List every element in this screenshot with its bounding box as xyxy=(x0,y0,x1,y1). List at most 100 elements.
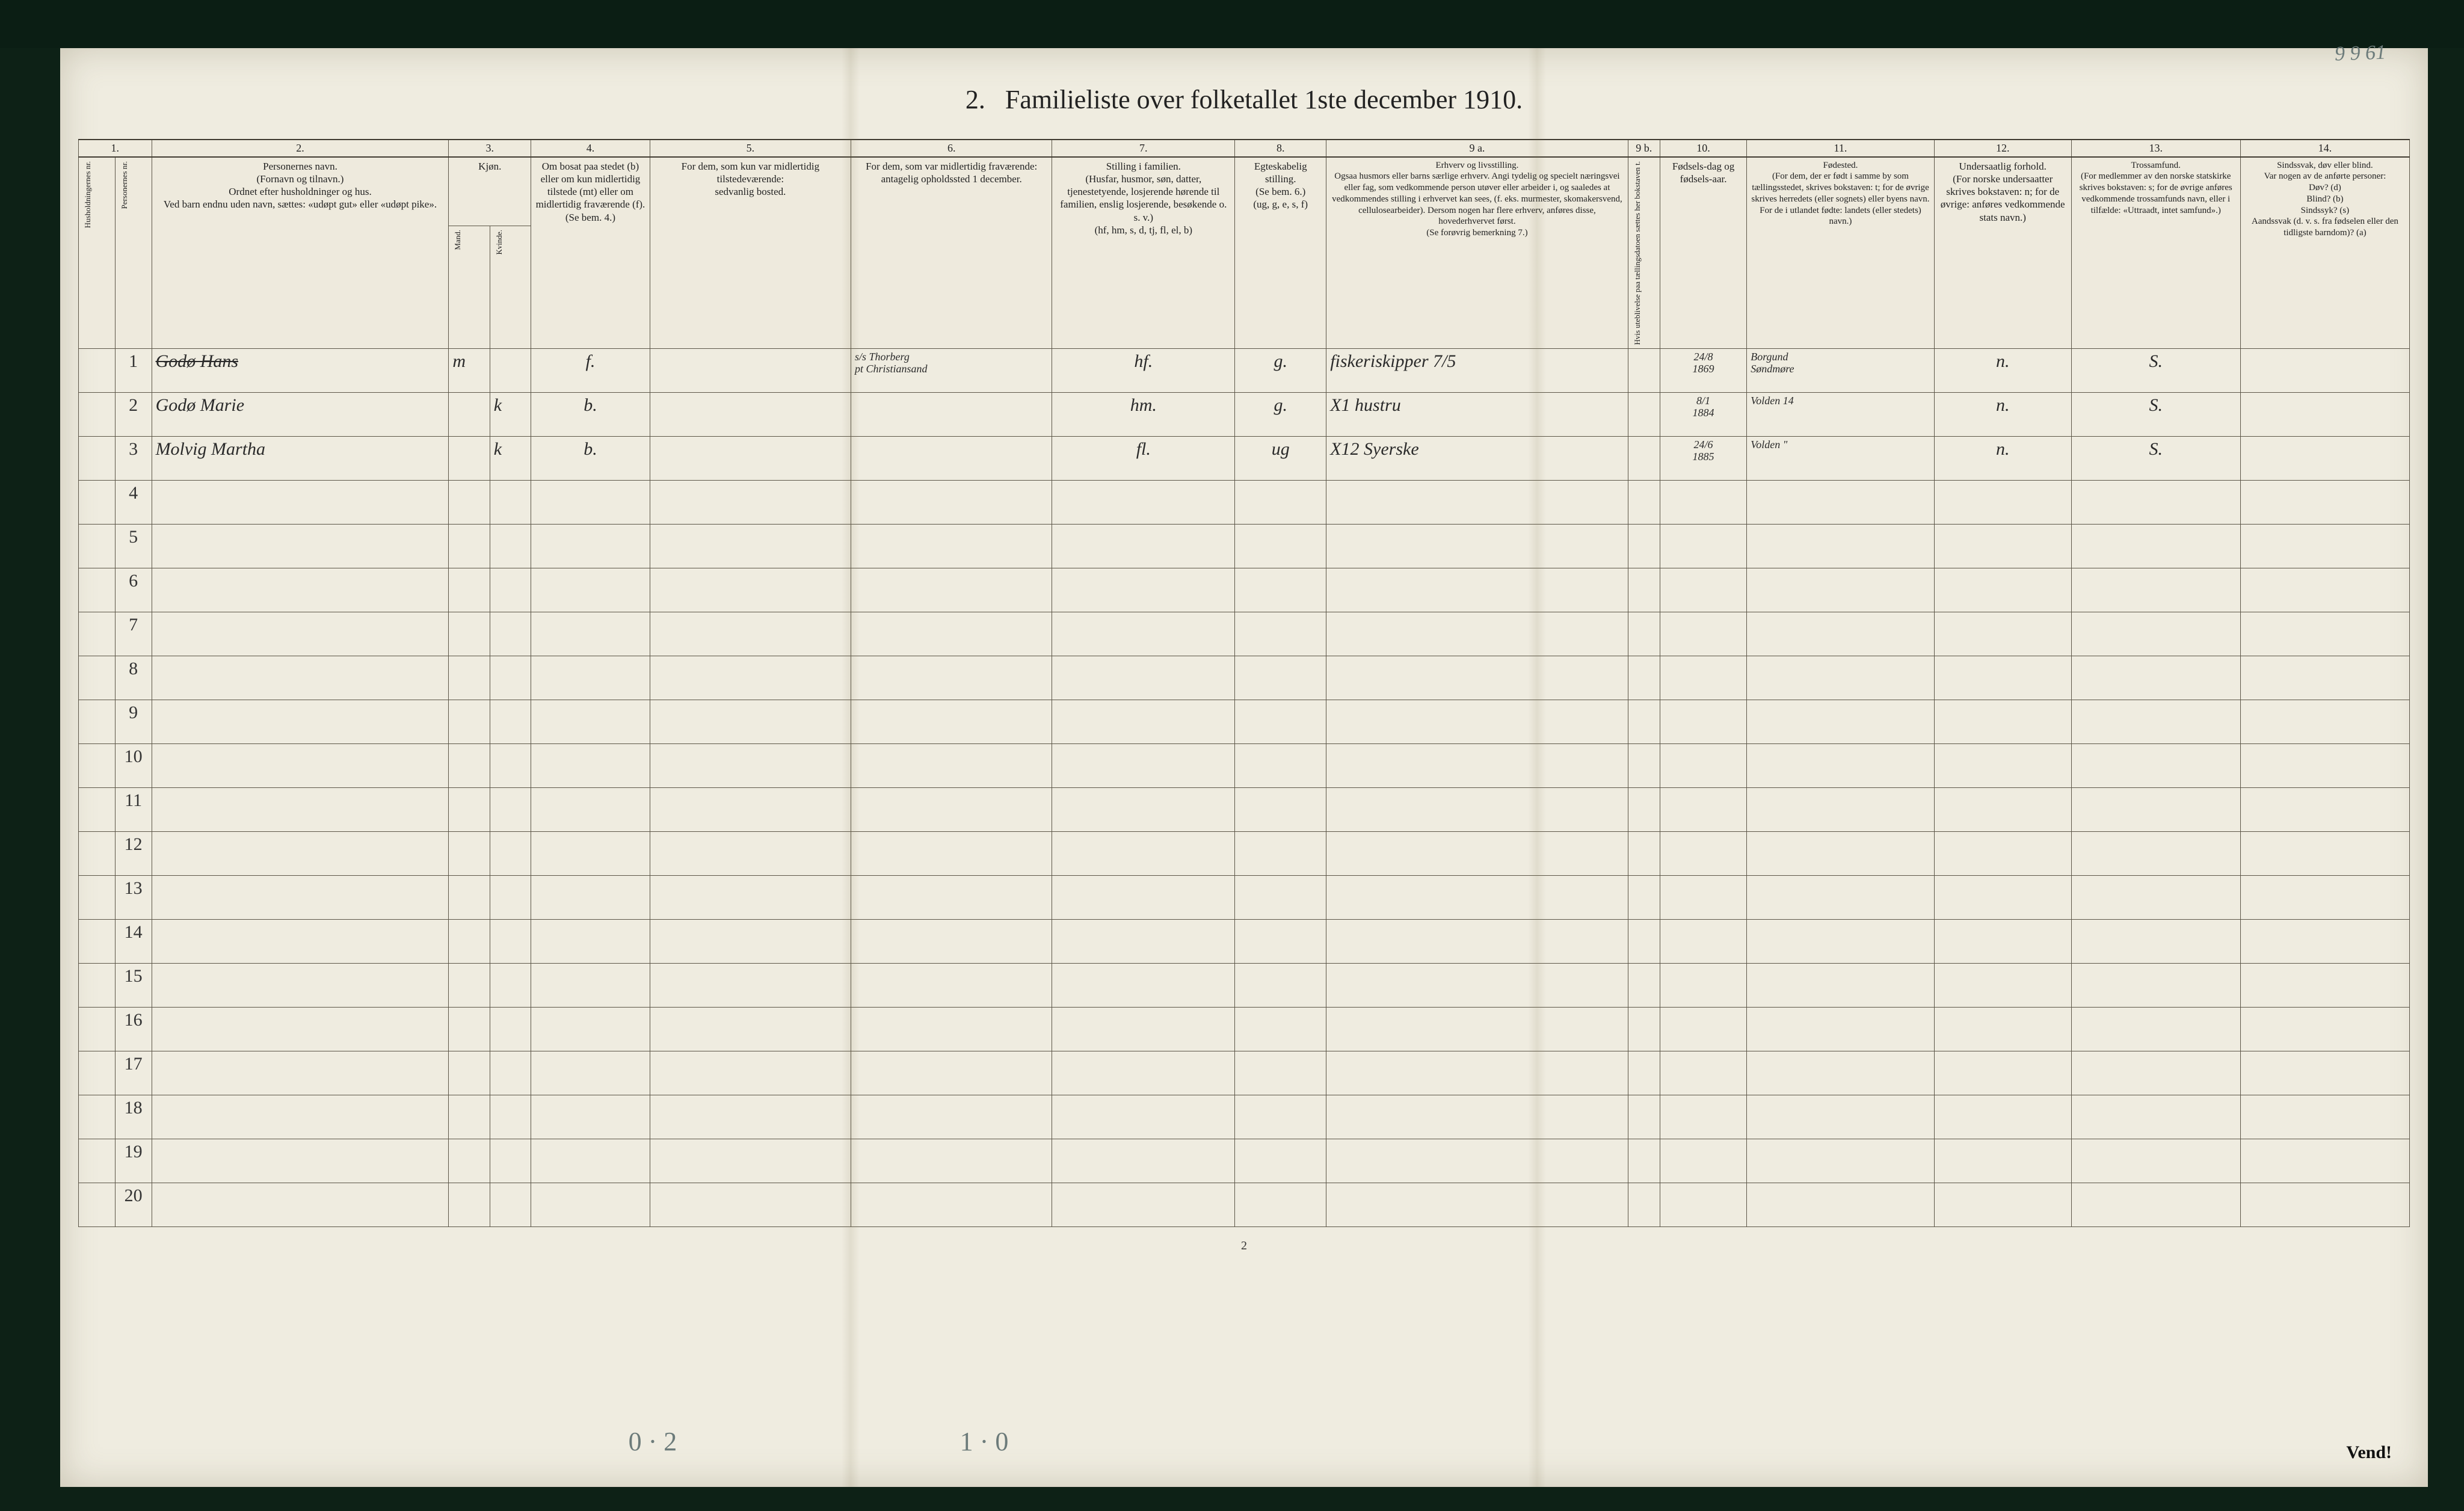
colnum-9b: 9 b. xyxy=(1628,140,1660,157)
empty-cell xyxy=(1747,524,1935,568)
empty-cell xyxy=(1934,1007,2071,1051)
hh-num-cell xyxy=(79,919,116,963)
empty-cell xyxy=(1628,568,1660,612)
empty-cell xyxy=(851,1139,1052,1183)
colnum-10: 10. xyxy=(1660,140,1746,157)
empty-cell xyxy=(851,612,1052,656)
empty-cell xyxy=(2240,1139,2409,1183)
empty-cell xyxy=(1628,612,1660,656)
empty-cell xyxy=(449,524,490,568)
empty-cell xyxy=(152,1139,449,1183)
empty-cell xyxy=(1052,612,1235,656)
empty-cell xyxy=(1747,1139,1935,1183)
row-number-cell: 2 xyxy=(115,392,152,436)
empty-cell xyxy=(1628,1051,1660,1095)
empty-cell xyxy=(449,875,490,919)
c9a-cell: X1 hustru xyxy=(1326,392,1628,436)
empty-cell xyxy=(1628,656,1660,700)
empty-cell xyxy=(1747,1051,1935,1095)
c6-line1: s/s Thorberg xyxy=(855,351,1048,363)
empty-cell xyxy=(531,1007,650,1051)
empty-cell xyxy=(531,743,650,787)
empty-cell xyxy=(1326,524,1628,568)
empty-cell xyxy=(490,743,531,787)
c7-cell: fl. xyxy=(1052,436,1235,480)
hh-num-cell xyxy=(79,480,116,524)
hh-num-cell xyxy=(79,1007,116,1051)
colnum-4: 4. xyxy=(531,140,650,157)
c13-cell: S. xyxy=(2071,348,2240,392)
empty-cell xyxy=(1628,700,1660,743)
empty-cell xyxy=(1235,1051,1326,1095)
empty-cell xyxy=(1326,875,1628,919)
empty-cell xyxy=(152,1095,449,1139)
empty-cell xyxy=(1326,1051,1628,1095)
birthplace-line1: Borgund xyxy=(1751,351,1930,363)
row-number-cell: 3 xyxy=(115,436,152,480)
header-8: Egteskabelig stilling. (Se bem. 6.) (ug,… xyxy=(1235,157,1326,349)
colnum-14: 14. xyxy=(2240,140,2409,157)
empty-cell xyxy=(2071,568,2240,612)
empty-cell xyxy=(1934,656,2071,700)
empty-cell xyxy=(449,787,490,831)
empty-cell xyxy=(490,787,531,831)
empty-cell xyxy=(2071,480,2240,524)
empty-cell xyxy=(2071,875,2240,919)
empty-cell xyxy=(152,875,449,919)
table-row: 8 xyxy=(79,656,2410,700)
empty-cell xyxy=(1660,480,1746,524)
empty-cell xyxy=(449,1007,490,1051)
colnum-13: 13. xyxy=(2071,140,2240,157)
empty-cell xyxy=(1934,831,2071,875)
empty-cell xyxy=(1660,656,1746,700)
empty-cell xyxy=(2240,656,2409,700)
empty-cell xyxy=(650,1183,851,1226)
empty-cell xyxy=(1326,700,1628,743)
empty-cell xyxy=(449,743,490,787)
empty-cell xyxy=(531,1139,650,1183)
row-number-cell: 6 xyxy=(115,568,152,612)
sex-m-cell: m xyxy=(449,348,490,392)
empty-cell xyxy=(490,656,531,700)
c9a-cell: fiskeriskipper 7/5 xyxy=(1326,348,1628,392)
c12-cell: n. xyxy=(1934,348,2071,392)
birth-day: 24/6 xyxy=(1664,439,1743,451)
empty-cell xyxy=(1052,1183,1235,1226)
empty-cell xyxy=(449,1051,490,1095)
row-number-cell: 19 xyxy=(115,1139,152,1183)
birthplace-line1: Volden " xyxy=(1751,439,1930,451)
hh-num-cell xyxy=(79,1051,116,1095)
empty-cell xyxy=(2071,1095,2240,1139)
colnum-8: 8. xyxy=(1235,140,1326,157)
status-cell: b. xyxy=(531,436,650,480)
empty-cell xyxy=(1235,831,1326,875)
empty-cell xyxy=(1934,1139,2071,1183)
empty-cell xyxy=(449,480,490,524)
table-row: 5 xyxy=(79,524,2410,568)
empty-cell xyxy=(2240,1051,2409,1095)
empty-cell xyxy=(1660,787,1746,831)
empty-cell xyxy=(1747,743,1935,787)
empty-cell xyxy=(2071,656,2240,700)
empty-cell xyxy=(2240,831,2409,875)
sex-k-cell: k xyxy=(490,392,531,436)
empty-cell xyxy=(2071,831,2240,875)
empty-cell xyxy=(851,524,1052,568)
c6-cell: s/s Thorbergpt Christiansand xyxy=(851,348,1052,392)
empty-cell xyxy=(490,524,531,568)
empty-cell xyxy=(490,919,531,963)
empty-cell xyxy=(2071,1051,2240,1095)
empty-cell xyxy=(1326,1139,1628,1183)
table-row: 1Godø Hansmf.s/s Thorbergpt Christiansan… xyxy=(79,348,2410,392)
empty-cell xyxy=(650,1139,851,1183)
colnum-12: 12. xyxy=(1934,140,2071,157)
c11-cell: BorgundSøndmøre xyxy=(1747,348,1935,392)
empty-cell xyxy=(1934,1095,2071,1139)
empty-cell xyxy=(1660,963,1746,1007)
empty-cell xyxy=(490,875,531,919)
header-3m: Mand. xyxy=(449,226,490,349)
empty-cell xyxy=(1235,524,1326,568)
birth-year: 1869 xyxy=(1664,363,1743,375)
empty-cell xyxy=(152,787,449,831)
empty-cell xyxy=(1235,1183,1326,1226)
